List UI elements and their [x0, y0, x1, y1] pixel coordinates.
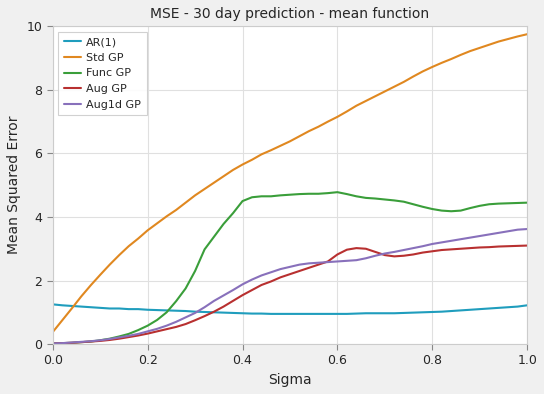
Std GP: [524, 32, 530, 37]
AR(1): [192, 309, 199, 314]
AR(1): [372, 311, 379, 316]
AR(1): [400, 310, 407, 315]
Aug GP: [515, 243, 521, 248]
AR(1): [154, 308, 160, 312]
Aug1d GP: [192, 310, 199, 315]
Aug GP: [154, 329, 160, 334]
Std GP: [515, 34, 521, 39]
Func GP: [400, 199, 407, 204]
Aug1d GP: [363, 256, 369, 261]
Line: Func GP: Func GP: [53, 192, 527, 344]
Aug GP: [391, 254, 398, 259]
Func GP: [372, 196, 379, 201]
Y-axis label: Mean Squared Error: Mean Squared Error: [7, 116, 21, 255]
Aug GP: [363, 246, 369, 251]
Aug1d GP: [50, 341, 56, 346]
Aug1d GP: [515, 227, 521, 232]
Aug1d GP: [524, 227, 530, 231]
Aug GP: [50, 341, 56, 346]
Std GP: [50, 330, 56, 335]
Aug1d GP: [391, 249, 398, 254]
Title: MSE - 30 day prediction - mean function: MSE - 30 day prediction - mean function: [150, 7, 430, 21]
Line: Aug1d GP: Aug1d GP: [53, 229, 527, 344]
AR(1): [268, 312, 274, 316]
X-axis label: Sigma: Sigma: [268, 373, 312, 387]
Aug GP: [192, 318, 199, 323]
Func GP: [201, 247, 208, 252]
Std GP: [154, 221, 160, 226]
Line: Std GP: Std GP: [53, 34, 527, 332]
Aug GP: [201, 314, 208, 318]
Line: AR(1): AR(1): [53, 304, 527, 314]
Func GP: [524, 200, 530, 205]
Func GP: [515, 201, 521, 205]
AR(1): [201, 310, 208, 314]
Aug1d GP: [154, 327, 160, 331]
AR(1): [515, 304, 521, 309]
Func GP: [154, 318, 160, 322]
Std GP: [201, 187, 208, 191]
AR(1): [50, 302, 56, 307]
Aug1d GP: [201, 305, 208, 310]
Func GP: [192, 269, 199, 273]
Func GP: [50, 341, 56, 346]
AR(1): [524, 303, 530, 308]
Std GP: [192, 193, 199, 198]
Aug GP: [524, 243, 530, 248]
Std GP: [391, 84, 398, 89]
Legend: AR(1), Std GP, Func GP, Aug GP, Aug1d GP: AR(1), Std GP, Func GP, Aug GP, Aug1d GP: [58, 32, 146, 115]
Line: Aug GP: Aug GP: [53, 245, 527, 344]
Std GP: [363, 98, 369, 103]
Func GP: [334, 190, 341, 195]
